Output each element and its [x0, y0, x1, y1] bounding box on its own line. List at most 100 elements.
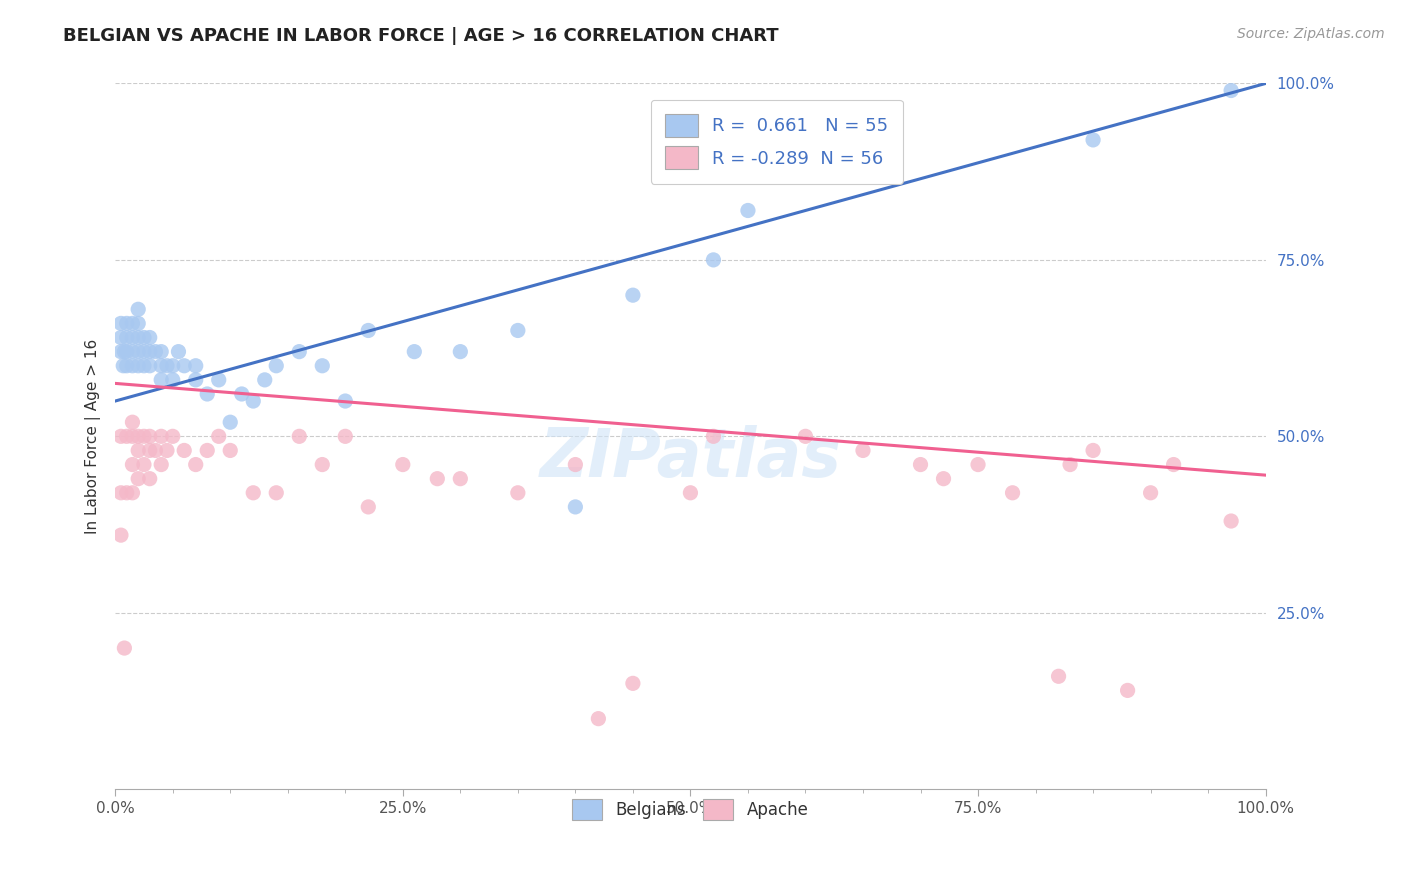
Point	[242, 394, 264, 409]
Point	[138, 472, 160, 486]
Point	[127, 302, 149, 317]
Point	[1139, 485, 1161, 500]
Point	[311, 359, 333, 373]
Point	[621, 288, 644, 302]
Point	[391, 458, 413, 472]
Text: BELGIAN VS APACHE IN LABOR FORCE | AGE > 16 CORRELATION CHART: BELGIAN VS APACHE IN LABOR FORCE | AGE >…	[63, 27, 779, 45]
Point	[112, 344, 135, 359]
Point	[115, 359, 138, 373]
Point	[253, 373, 276, 387]
Legend: Belgians, Apache: Belgians, Apache	[560, 786, 821, 834]
Point	[564, 458, 586, 472]
Point	[932, 472, 955, 486]
Point	[127, 472, 149, 486]
Text: Source: ZipAtlas.com: Source: ZipAtlas.com	[1237, 27, 1385, 41]
Point	[335, 394, 357, 409]
Point	[121, 344, 143, 359]
Point	[737, 203, 759, 218]
Point	[588, 712, 610, 726]
Point	[115, 344, 138, 359]
Point	[564, 500, 586, 514]
Point	[1001, 485, 1024, 500]
Point	[121, 359, 143, 373]
Point	[702, 252, 724, 267]
Point	[150, 458, 173, 472]
Point	[132, 330, 155, 344]
Point	[910, 458, 932, 472]
Point	[156, 359, 179, 373]
Point	[195, 387, 218, 401]
Point	[621, 676, 644, 690]
Text: ZIPatlas: ZIPatlas	[540, 425, 841, 491]
Point	[1059, 458, 1081, 472]
Point	[1081, 133, 1104, 147]
Point	[208, 429, 231, 443]
Point	[506, 485, 529, 500]
Point	[242, 485, 264, 500]
Y-axis label: In Labor Force | Age > 16: In Labor Force | Age > 16	[86, 339, 101, 534]
Point	[449, 344, 471, 359]
Point	[132, 359, 155, 373]
Point	[173, 359, 195, 373]
Point	[184, 458, 207, 472]
Point	[110, 528, 132, 542]
Point	[110, 485, 132, 500]
Point	[506, 323, 529, 337]
Point	[115, 330, 138, 344]
Point	[138, 330, 160, 344]
Point	[132, 458, 155, 472]
Point	[264, 485, 287, 500]
Point	[115, 485, 138, 500]
Point	[150, 373, 173, 387]
Point	[679, 485, 702, 500]
Point	[110, 330, 132, 344]
Point	[184, 373, 207, 387]
Point	[219, 443, 242, 458]
Point	[794, 429, 817, 443]
Point	[1220, 514, 1243, 528]
Point	[121, 317, 143, 331]
Point	[121, 429, 143, 443]
Point	[127, 330, 149, 344]
Point	[110, 344, 132, 359]
Point	[288, 429, 311, 443]
Point	[231, 387, 253, 401]
Point	[150, 359, 173, 373]
Point	[127, 359, 149, 373]
Point	[150, 344, 173, 359]
Point	[127, 443, 149, 458]
Point	[1163, 458, 1185, 472]
Point	[852, 443, 875, 458]
Point	[702, 429, 724, 443]
Point	[127, 344, 149, 359]
Point	[357, 323, 380, 337]
Point	[127, 429, 149, 443]
Point	[138, 429, 160, 443]
Point	[162, 359, 184, 373]
Point	[138, 344, 160, 359]
Point	[121, 458, 143, 472]
Point	[145, 344, 167, 359]
Point	[132, 429, 155, 443]
Point	[404, 344, 426, 359]
Point	[311, 458, 333, 472]
Point	[1081, 443, 1104, 458]
Point	[288, 344, 311, 359]
Point	[132, 344, 155, 359]
Point	[335, 429, 357, 443]
Point	[219, 415, 242, 429]
Point	[112, 641, 135, 656]
Point	[156, 443, 179, 458]
Point	[112, 359, 135, 373]
Point	[138, 359, 160, 373]
Point	[184, 359, 207, 373]
Point	[110, 317, 132, 331]
Point	[195, 443, 218, 458]
Point	[162, 373, 184, 387]
Point	[167, 344, 190, 359]
Point	[426, 472, 449, 486]
Point	[110, 429, 132, 443]
Point	[1116, 683, 1139, 698]
Point	[449, 472, 471, 486]
Point	[264, 359, 287, 373]
